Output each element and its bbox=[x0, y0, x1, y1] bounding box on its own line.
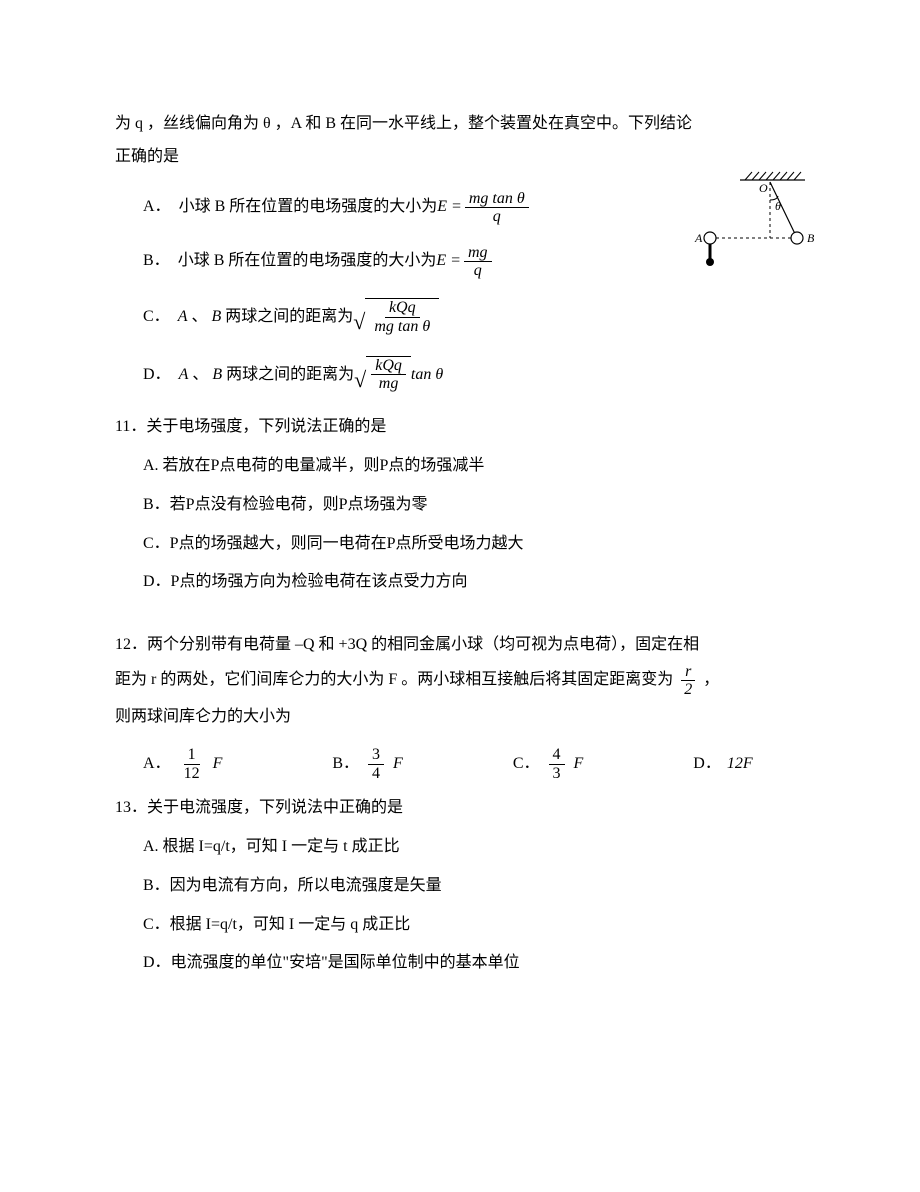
tail: F bbox=[393, 750, 403, 779]
q12-a: A． 112 F bbox=[143, 746, 222, 782]
q10-option-a: A． 小球 B 所在位置的电场强度的大小为 E = mg tan θ q bbox=[143, 190, 805, 226]
fraction: kQq mg bbox=[371, 357, 406, 393]
numerator: 1 bbox=[184, 746, 200, 765]
option-label: D． bbox=[143, 361, 171, 390]
q11-b: B．若P点没有检验电荷，则P点场强为零 bbox=[115, 491, 805, 520]
numerator: 3 bbox=[368, 746, 384, 765]
q12-mid2: ， bbox=[703, 671, 719, 688]
denominator: mg bbox=[375, 375, 403, 393]
denominator: 12 bbox=[180, 765, 204, 783]
hatch-group bbox=[745, 172, 801, 180]
ball-a bbox=[704, 232, 716, 244]
fraction: mg tan θ q bbox=[465, 190, 529, 226]
fraction: 112 bbox=[180, 746, 204, 782]
numerator: kQq bbox=[371, 357, 406, 376]
q12: 12．两个分别带有电荷量 –Q 和 +3Q 的相同金属小球（均可视为点电荷），固… bbox=[115, 627, 805, 782]
denominator: 3 bbox=[549, 765, 565, 783]
fraction: 43 bbox=[549, 746, 565, 782]
label-a: A bbox=[694, 231, 703, 245]
denominator: 2 bbox=[680, 681, 696, 699]
option-label: B． bbox=[143, 247, 170, 276]
numerator: kQq bbox=[385, 299, 420, 318]
sqrt-icon: √ bbox=[354, 360, 366, 400]
q13-stem: 13．关于电流强度，下列说法中正确的是 bbox=[115, 794, 805, 823]
q11-c: C．P点的场强越大，则同一电荷在P点所受电场力越大 bbox=[115, 530, 805, 559]
denominator: q bbox=[470, 262, 486, 280]
label: A． bbox=[143, 750, 171, 779]
q10-option-d: D． A 、 B 两球之间的距离为 √ kQq mg tan θ bbox=[143, 356, 805, 396]
q11: 11．关于电场强度，下列说法正确的是 A. 若放在P点电荷的电量减半，则P点的场… bbox=[115, 413, 805, 597]
option-text: A 、 B 两球之间的距离为 bbox=[179, 361, 355, 390]
ball-b bbox=[791, 232, 803, 244]
q11-a: A. 若放在P点电荷的电量减半，则P点的场强减半 bbox=[115, 452, 805, 481]
q10-intro-2: 正确的是 bbox=[115, 143, 805, 172]
q10-options: A． 小球 B 所在位置的电场强度的大小为 E = mg tan θ q bbox=[115, 190, 805, 396]
numerator: r bbox=[681, 663, 695, 682]
sqrt-body: kQq mg tan θ bbox=[365, 298, 439, 335]
label: D． bbox=[693, 750, 721, 779]
label: C． bbox=[513, 750, 540, 779]
denominator: mg tan θ bbox=[370, 318, 434, 336]
tail: F bbox=[213, 750, 223, 779]
numerator: 4 bbox=[549, 746, 565, 765]
math-var: E = bbox=[437, 193, 462, 222]
numerator: mg tan θ bbox=[465, 190, 529, 209]
label: B． bbox=[332, 750, 359, 779]
q13: 13．关于电流强度，下列说法中正确的是 A. 根据 I=q/t，可知 I 一定与… bbox=[115, 794, 805, 978]
option-label: A． bbox=[143, 193, 171, 222]
label-o: O bbox=[759, 181, 768, 195]
option-text: A 、 B A 、 B 两球之间的距离为 两球之间的距离为 bbox=[178, 303, 354, 332]
label-theta: θ bbox=[775, 199, 781, 213]
q12-end: 则两球间库仑力的大小为 bbox=[115, 708, 291, 725]
sqrt: √ kQq mg tan θ bbox=[353, 298, 439, 338]
q13-b: B．因为电流有方向，所以电流强度是矢量 bbox=[115, 872, 805, 901]
q10-option-c: C． A 、 B A 、 B 两球之间的距离为 两球之间的距离为 √ kQq m… bbox=[143, 298, 805, 338]
suffix: tan θ bbox=[411, 361, 443, 390]
q12-stem: 12．两个分别带有电荷量 –Q 和 +3Q 的相同金属小球（均可视为点电荷），固… bbox=[115, 627, 805, 734]
q12-c: C． 43 F bbox=[513, 746, 583, 782]
denominator: q bbox=[489, 208, 505, 226]
denominator: 4 bbox=[368, 765, 384, 783]
q12-mid1: 距为 r 的两处，它们间库仑力的大小为 F 。两小球相互接触后将其固定距离变为 bbox=[115, 671, 677, 688]
option-label: C． bbox=[143, 303, 170, 332]
fraction: kQq mg tan θ bbox=[370, 299, 434, 335]
option-text: 小球 B 所在位置的电场强度的大小为 bbox=[179, 193, 438, 222]
fraction-r2: r 2 bbox=[680, 663, 696, 699]
q11-stem: 11．关于电场强度，下列说法正确的是 bbox=[115, 413, 805, 442]
q12-pre: 12．两个分别带有电荷量 –Q 和 +3Q 的相同金属小球（均可视为点电荷），固… bbox=[115, 636, 699, 653]
q11-d: D．P点的场强方向为检验电荷在该点受力方向 bbox=[115, 568, 805, 597]
q10: 为 q ，丝线偏向角为 θ ，A 和 B 在同一水平线上，整个装置处在真空中。下… bbox=[115, 110, 805, 395]
q10-intro-text-1: 为 q ，丝线偏向角为 θ ，A 和 B 在同一水平线上，整个装置处在真空中。下… bbox=[115, 115, 692, 132]
tail: F bbox=[574, 750, 584, 779]
q13-d: D．电流强度的单位"安培"是国际单位制中的基本单位 bbox=[115, 949, 805, 978]
text: 12F bbox=[727, 750, 753, 779]
sqrt-icon: √ bbox=[353, 302, 365, 342]
q13-c: C．根据 I=q/t，可知 I 一定与 q 成正比 bbox=[115, 911, 805, 940]
q10-option-b: B． 小球 B 所在位置的电场强度的大小为 E = mg q bbox=[143, 244, 805, 280]
fraction: 34 bbox=[368, 746, 384, 782]
q12-options: A． 112 F B． 34 F C． 43 F D． 12F bbox=[115, 746, 805, 782]
label-b: B bbox=[807, 231, 815, 245]
q10-intro-text-2: 正确的是 bbox=[115, 148, 179, 165]
math-var: E = bbox=[436, 247, 461, 276]
sqrt-body: kQq mg bbox=[366, 356, 411, 393]
q12-b: B． 34 F bbox=[332, 746, 402, 782]
fraction: mg q bbox=[464, 244, 492, 280]
numerator: mg bbox=[464, 244, 492, 263]
q13-a: A. 根据 I=q/t，可知 I 一定与 t 成正比 bbox=[115, 833, 805, 862]
option-text: 小球 B 所在位置的电场强度的大小为 bbox=[178, 247, 437, 276]
q10-intro-1: 为 q ，丝线偏向角为 θ ，A 和 B 在同一水平线上，整个装置处在真空中。下… bbox=[115, 110, 805, 139]
q12-d: D． 12F bbox=[693, 750, 752, 779]
sqrt: √ kQq mg bbox=[354, 356, 411, 396]
